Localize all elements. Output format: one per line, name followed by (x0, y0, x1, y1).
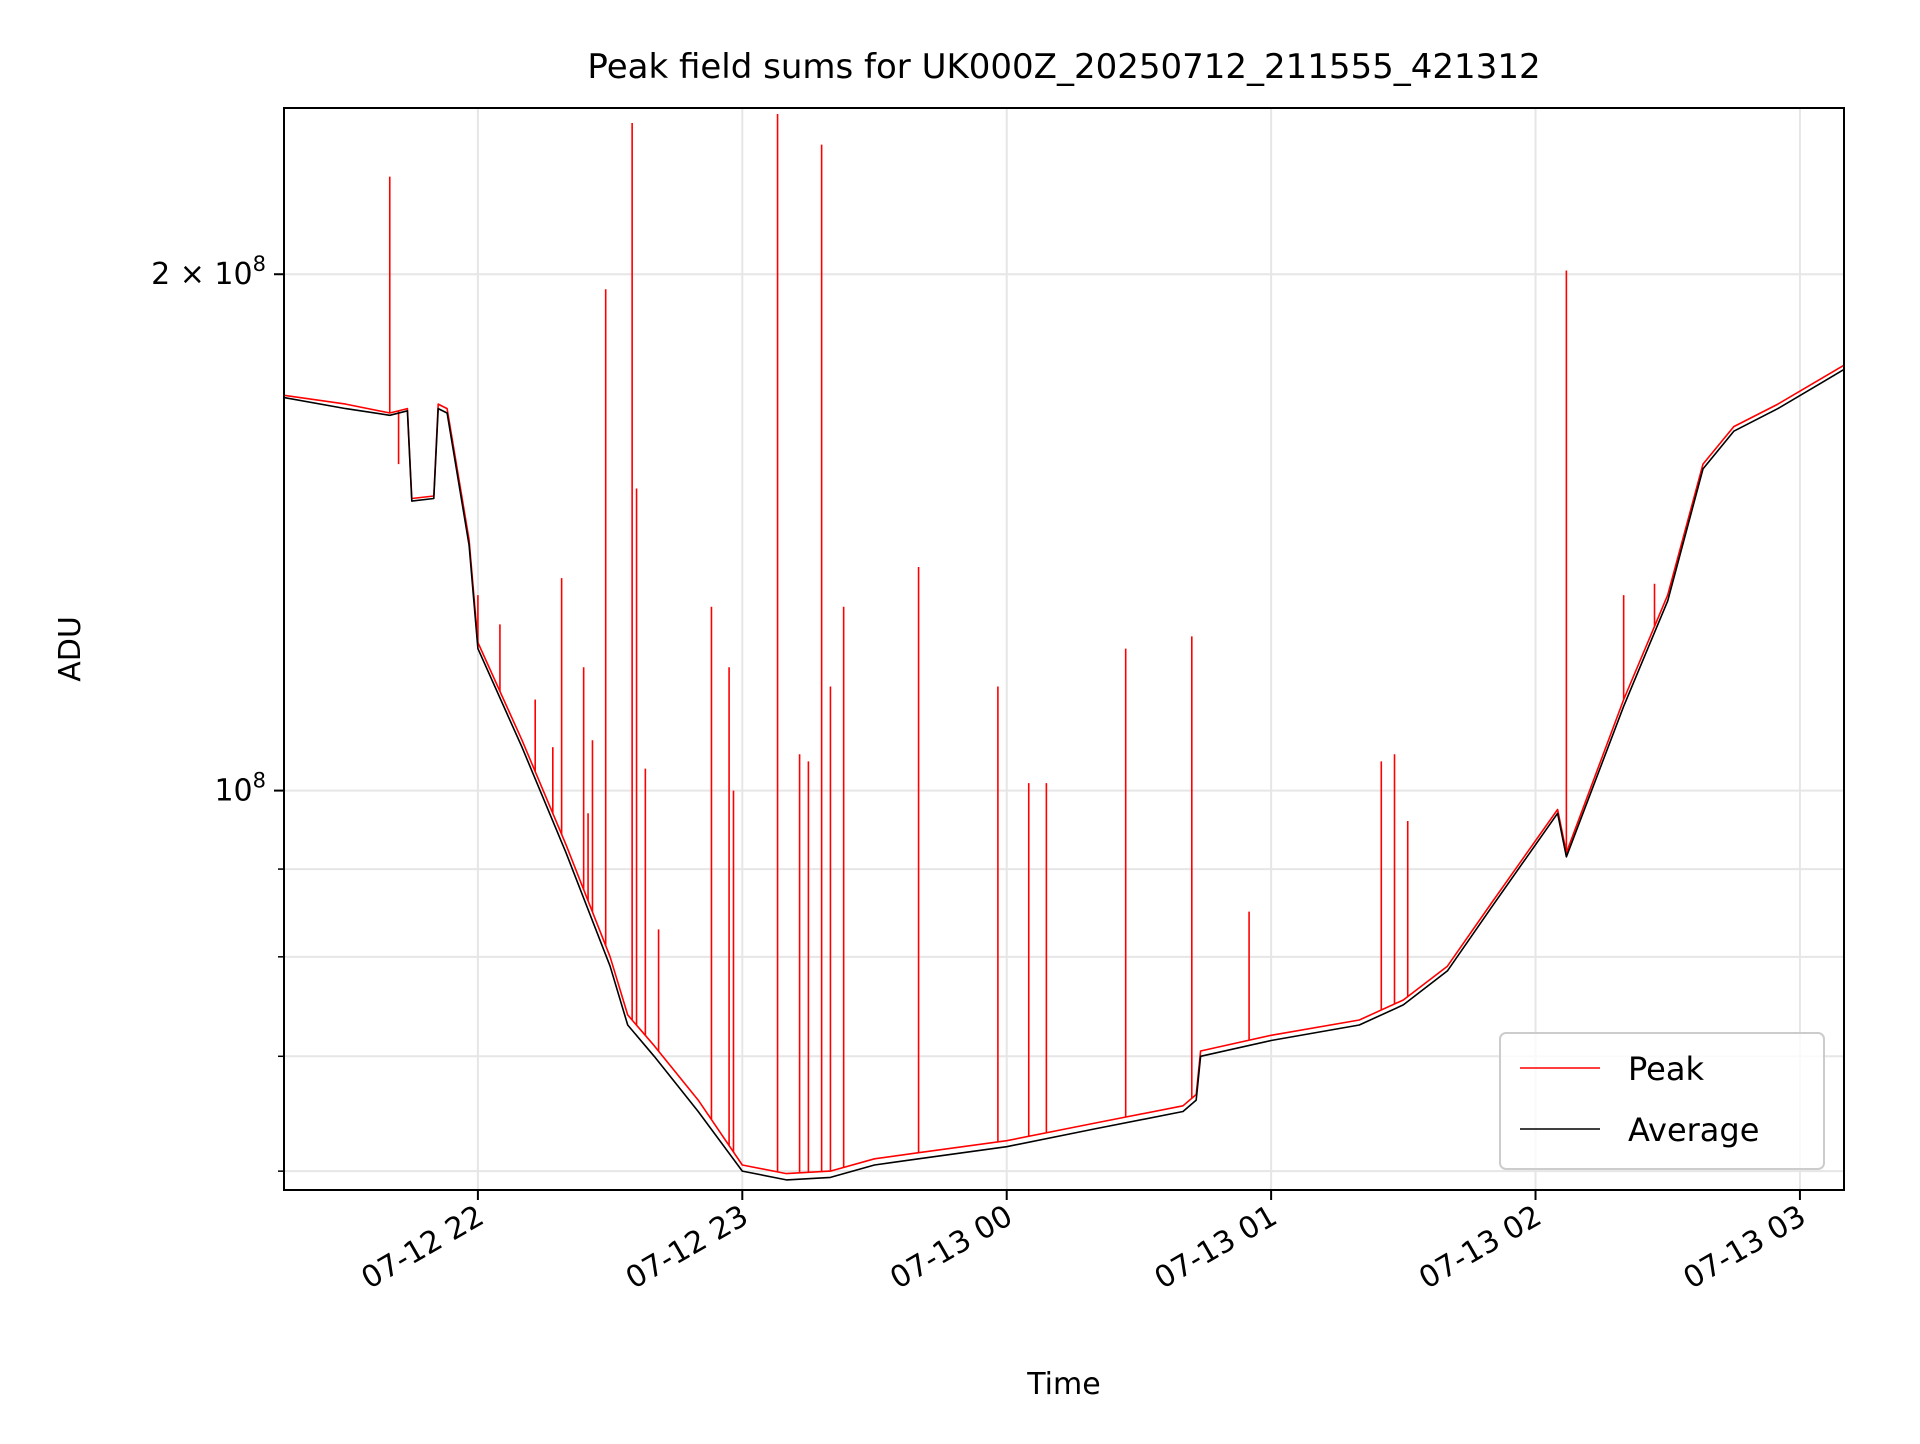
legend: Peak Average (1499, 1032, 1825, 1170)
series-layer (284, 113, 1844, 1181)
legend-label-peak: Peak (1628, 1050, 1704, 1088)
y-tick-label: 108 (214, 769, 266, 809)
legend-label-average: Average (1628, 1111, 1759, 1149)
y-tick-label: 2 × 108 (151, 252, 266, 292)
x-axis-label: Time (1026, 1367, 1100, 1402)
y-axis-label: ADU (53, 616, 88, 682)
series-average-line (284, 368, 1844, 1181)
plot-area (284, 113, 1844, 1181)
legend-box (1499, 1032, 1825, 1170)
axes-frame (283, 107, 1845, 1191)
chart-title: Peak field sums for UK000Z_20250712_2115… (587, 47, 1540, 87)
